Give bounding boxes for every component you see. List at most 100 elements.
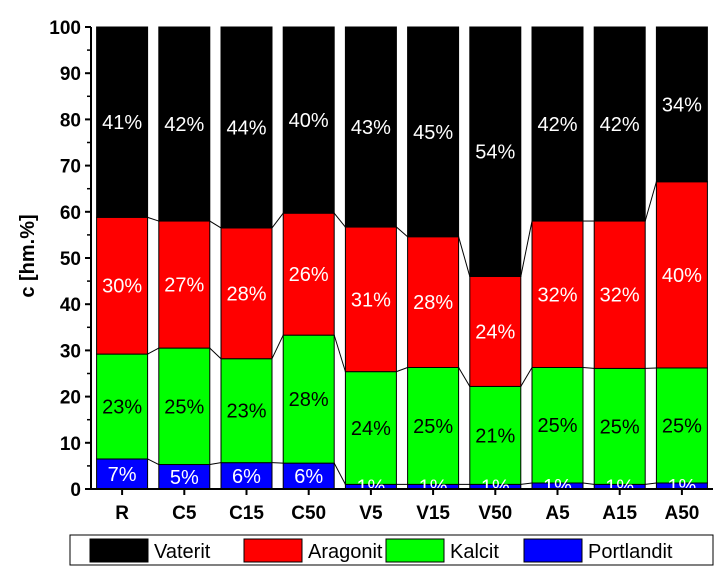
y-tick-label: 100 xyxy=(49,18,81,39)
connector-line xyxy=(520,367,533,387)
legend-label-kalcit: Kalcit xyxy=(450,541,499,563)
bar-segment-kalcit-r xyxy=(96,353,149,460)
bars-layer xyxy=(96,26,708,490)
bar-segment-kalcit-v50 xyxy=(469,385,522,485)
data-label-vaterit-v5: 43% xyxy=(351,117,391,139)
data-label-aragonit-v50: 24% xyxy=(475,321,515,343)
connector-line xyxy=(333,462,346,485)
legend-swatch-kalcit xyxy=(385,538,445,563)
y-tick-label: 60 xyxy=(60,203,81,224)
bar-segment-kalcit-c5 xyxy=(158,347,211,466)
connector-line xyxy=(582,482,595,485)
data-label-portlandit-c50: 6% xyxy=(294,466,323,488)
connector-line xyxy=(520,220,533,277)
data-label-kalcit-a15: 25% xyxy=(600,416,640,438)
bar-segment-aragonit-c5 xyxy=(158,220,211,349)
y-tick-label: 80 xyxy=(60,110,81,131)
connector-line xyxy=(271,212,284,229)
data-label-kalcit-v15: 25% xyxy=(413,416,453,438)
y-tick-label: 10 xyxy=(60,434,81,455)
y-tick-label: 20 xyxy=(60,388,81,409)
bar-segment-aragonit-v15 xyxy=(407,236,460,368)
legend-swatch-aragonit xyxy=(243,538,303,563)
bar-segment-aragonit-c15 xyxy=(220,227,273,360)
data-label-aragonit-c5: 27% xyxy=(164,275,204,297)
data-label-vaterit-c15: 44% xyxy=(226,117,266,139)
connector-line xyxy=(333,335,346,372)
bar-segment-vaterit-a50 xyxy=(655,26,708,183)
bar-segment-vaterit-r xyxy=(96,26,149,218)
connector-line xyxy=(520,482,533,485)
x-tick-label-c5: C5 xyxy=(172,503,197,524)
x-tick-label-r: R xyxy=(115,503,129,524)
connector-line xyxy=(644,181,657,222)
legend: Vaterit Aragonit Kalcit Portlandit xyxy=(69,534,714,566)
legend-swatch-portlandit xyxy=(523,538,583,563)
data-label-aragonit-a50: 40% xyxy=(662,265,702,287)
bar-segment-vaterit-a15 xyxy=(593,26,646,222)
legend-label-portlandit: Portlandit xyxy=(588,541,673,563)
data-label-aragonit-c50: 26% xyxy=(289,264,329,286)
connector-line xyxy=(396,226,408,238)
data-label-vaterit-a15: 42% xyxy=(600,114,640,136)
data-label-portlandit-v15: 1% xyxy=(419,477,448,499)
data-label-vaterit-a50: 34% xyxy=(662,94,702,116)
data-label-portlandit-c5: 5% xyxy=(170,467,199,489)
connector-line xyxy=(209,220,222,229)
bar-segment-kalcit-v15 xyxy=(407,366,460,485)
bar-segment-vaterit-v5 xyxy=(344,26,397,228)
data-label-portlandit-a50: 1% xyxy=(667,476,696,498)
data-label-vaterit-a5: 42% xyxy=(537,114,577,136)
x-tick-label-a50: A50 xyxy=(664,503,699,524)
y-tick-label: 70 xyxy=(60,157,81,178)
connector-line xyxy=(147,216,159,222)
connector-line xyxy=(458,236,471,277)
x-tick-label-a15: A15 xyxy=(602,503,637,524)
connector-line xyxy=(396,367,408,373)
x-tick-label-v50: V50 xyxy=(478,503,512,524)
data-label-aragonit-c15: 28% xyxy=(226,283,266,305)
data-label-aragonit-v15: 28% xyxy=(413,292,453,314)
data-label-vaterit-c5: 42% xyxy=(164,114,204,136)
data-label-kalcit-a5: 25% xyxy=(537,415,577,437)
bar-segment-kalcit-a50 xyxy=(655,367,708,484)
data-label-kalcit-v5: 24% xyxy=(351,418,391,440)
bar-segment-vaterit-c50 xyxy=(282,26,335,214)
data-label-portlandit-r: 7% xyxy=(108,464,137,486)
connector-line xyxy=(147,458,160,465)
connector-line xyxy=(582,366,595,369)
connector-lines xyxy=(147,181,657,485)
bar-segment-vaterit-c15 xyxy=(220,26,273,229)
bar-segment-portlandit-r xyxy=(96,458,149,490)
data-label-aragonit-v5: 31% xyxy=(351,289,391,311)
data-label-aragonit-r: 30% xyxy=(102,276,142,298)
legend-label-aragonit: Aragonit xyxy=(308,541,383,563)
connector-line xyxy=(209,462,222,466)
data-label-portlandit-v5: 1% xyxy=(356,477,385,499)
bar-segment-kalcit-c15 xyxy=(220,358,273,464)
connector-line xyxy=(147,347,160,355)
x-tick-label-v15: V15 xyxy=(416,503,450,524)
y-tick-label: 90 xyxy=(60,64,81,85)
x-tick-label-c15: C15 xyxy=(229,503,264,524)
bar-segment-vaterit-v15 xyxy=(407,26,460,238)
bar-segment-kalcit-a5 xyxy=(531,366,584,484)
data-label-portlandit-c15: 6% xyxy=(232,466,261,488)
x-tick-label-v5: V5 xyxy=(359,503,383,524)
data-label-kalcit-c50: 28% xyxy=(289,389,329,411)
bar-segment-aragonit-a50 xyxy=(655,181,708,369)
x-tick-label-c50: C50 xyxy=(291,503,326,524)
data-label-portlandit-a15: 1% xyxy=(605,477,634,499)
connector-line xyxy=(645,482,657,485)
bar-segment-aragonit-c50 xyxy=(282,212,335,336)
data-label-aragonit-a15: 32% xyxy=(600,285,640,307)
y-axis-title-group: c [hm.%] xyxy=(17,214,39,297)
data-label-vaterit-r: 41% xyxy=(102,112,142,134)
y-tick-label: 30 xyxy=(60,341,81,362)
x-tick-label-a5: A5 xyxy=(545,503,570,524)
data-label-vaterit-c50: 40% xyxy=(289,110,329,132)
connector-line xyxy=(458,367,471,387)
bar-segment-kalcit-a15 xyxy=(593,367,646,485)
bar-segment-kalcit-v5 xyxy=(344,371,397,485)
